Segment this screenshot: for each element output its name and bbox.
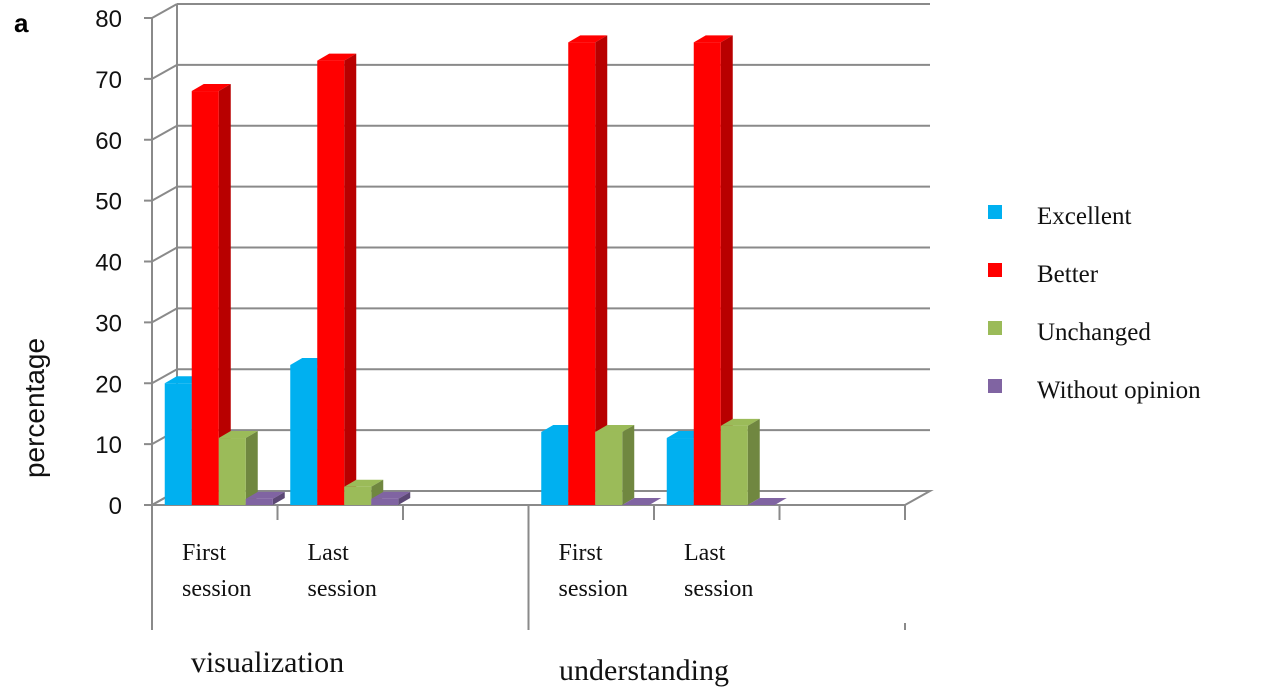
gridline-side	[151, 246, 178, 263]
bar-unchanged	[218, 431, 258, 505]
gridline-side	[151, 368, 178, 385]
legend-label: Excellent	[1037, 203, 1131, 230]
legend-swatch	[988, 321, 1002, 335]
category-label: session	[684, 576, 753, 602]
bar-unchanged	[720, 418, 760, 505]
bar-without-opinion	[747, 498, 787, 505]
y-tick-labels: 0 10 20 30 40 50 60 70 80	[95, 6, 122, 520]
legend-swatch	[988, 379, 1002, 393]
category-label: First	[559, 540, 603, 566]
legend-swatch	[988, 205, 1002, 219]
category-label: First	[182, 540, 226, 566]
gridlines	[151, 3, 930, 506]
legend-item: Better	[988, 261, 1099, 288]
bars	[164, 35, 787, 506]
bar-unchanged	[595, 424, 635, 505]
y-axis-label: percentage	[19, 338, 50, 478]
bar-without-opinion	[245, 491, 285, 505]
bar-better	[191, 84, 231, 506]
bar-better	[568, 35, 608, 505]
y-tick-label: 0	[109, 493, 122, 520]
legend-label: Without opinion	[1037, 377, 1201, 404]
y-tick-label: 50	[95, 189, 122, 216]
category-label: Last	[308, 540, 350, 566]
gridline-side	[151, 3, 178, 19]
bar-better	[317, 53, 357, 506]
y-tick-label: 70	[95, 67, 122, 94]
y-tick-label: 10	[95, 432, 122, 459]
category-labels: First session Last session First session Last s…	[182, 540, 753, 687]
panel-label: a	[14, 8, 29, 38]
y-tick-label: 30	[95, 310, 122, 337]
legend-label: Unchanged	[1037, 319, 1151, 346]
group-label: visualization	[191, 646, 344, 679]
gridline-side	[151, 124, 178, 141]
legend-item: Excellent	[988, 203, 1131, 230]
gridline-side	[151, 307, 178, 324]
bar-better	[693, 35, 733, 505]
category-label: session	[182, 576, 251, 602]
y-tick-label: 60	[95, 128, 122, 155]
legend-label: Better	[1037, 261, 1099, 288]
legend-item: Unchanged	[988, 319, 1151, 346]
y-tick-label: 80	[95, 6, 122, 33]
category-label: session	[308, 576, 377, 602]
bar-without-opinion	[371, 491, 411, 505]
gridline-side	[151, 64, 178, 80]
y-tick-label: 20	[95, 371, 122, 398]
legend: Excellent Better Unchanged Without opinion	[988, 203, 1201, 404]
gridline-side	[151, 185, 178, 202]
bar-without-opinion	[622, 498, 662, 505]
group-label: understanding	[559, 654, 729, 687]
axes	[144, 4, 934, 630]
y-tick-label: 40	[95, 250, 122, 277]
category-label: Last	[684, 540, 726, 566]
category-label: session	[559, 576, 628, 602]
legend-item: Without opinion	[988, 377, 1201, 404]
legend-swatch	[988, 263, 1002, 277]
